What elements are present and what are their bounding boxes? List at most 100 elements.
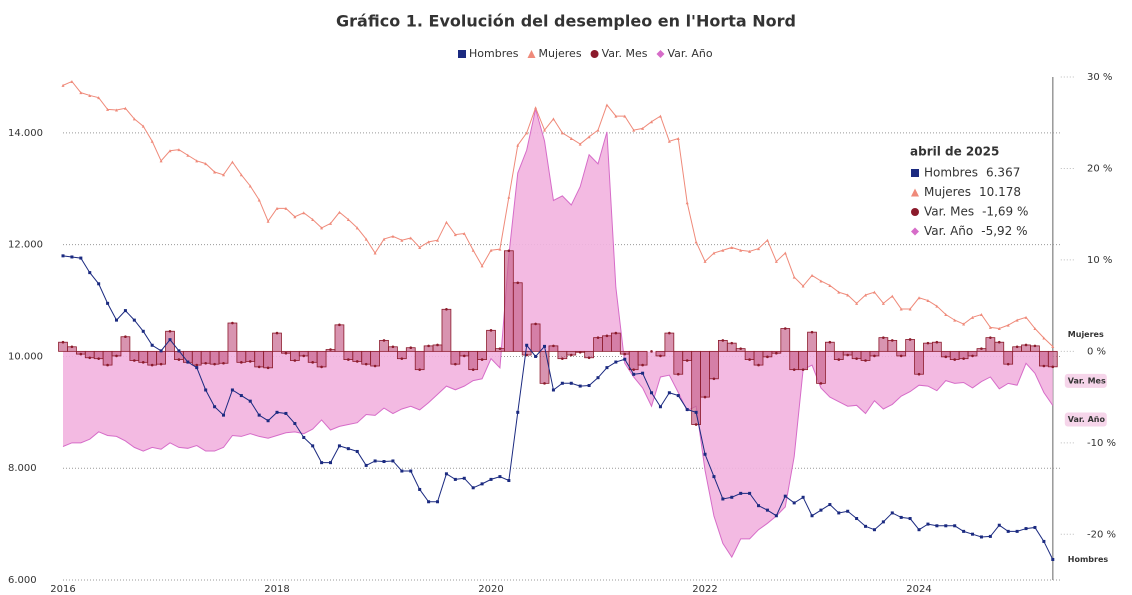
marker	[721, 248, 725, 252]
marker	[578, 142, 582, 146]
marker	[596, 128, 600, 132]
marker	[587, 356, 591, 360]
marker	[1051, 365, 1055, 369]
bar	[334, 324, 345, 352]
marker	[106, 107, 110, 111]
marker	[400, 469, 404, 473]
marker	[560, 131, 564, 135]
marker	[284, 351, 288, 355]
marker	[329, 461, 333, 465]
marker	[293, 215, 297, 219]
marker	[890, 339, 894, 342]
marker	[569, 381, 573, 385]
marker	[828, 283, 832, 287]
marker	[890, 294, 894, 298]
marker	[935, 340, 939, 344]
marker	[391, 234, 395, 238]
marker	[382, 237, 386, 241]
marker	[551, 388, 555, 392]
marker	[498, 347, 502, 350]
line	[62, 255, 1054, 560]
marker	[159, 362, 163, 366]
bar	[352, 350, 363, 362]
marker	[551, 117, 555, 121]
marker	[658, 405, 662, 409]
marker	[141, 124, 145, 128]
marker	[587, 384, 591, 388]
marker	[552, 344, 555, 348]
marker	[953, 318, 957, 322]
marker	[578, 350, 582, 354]
marker	[873, 354, 876, 358]
marker	[935, 524, 939, 528]
area	[63, 109, 1053, 558]
marker	[88, 271, 92, 275]
x-tick-label: 2022	[692, 584, 717, 595]
marker	[632, 368, 635, 371]
marker	[774, 514, 778, 518]
marker	[846, 509, 850, 513]
bar	[1003, 350, 1014, 365]
marker	[329, 348, 332, 351]
bar	[147, 350, 158, 366]
marker	[79, 256, 83, 260]
marker	[1042, 539, 1046, 543]
marker	[543, 128, 547, 132]
bar	[673, 350, 684, 375]
marker	[667, 391, 671, 395]
marker	[257, 413, 261, 417]
marker	[346, 218, 350, 222]
marker	[783, 251, 787, 255]
x-tick-label: 2018	[264, 584, 289, 595]
bar	[709, 350, 719, 380]
marker	[275, 206, 279, 210]
marker	[962, 322, 966, 326]
marker	[471, 248, 475, 252]
marker	[911, 227, 919, 236]
marker	[115, 318, 119, 322]
marker	[596, 336, 600, 339]
tooltip-name: Hombres	[924, 166, 978, 180]
marker	[61, 340, 65, 344]
marker	[427, 500, 431, 504]
marker	[1024, 343, 1028, 347]
marker	[676, 394, 680, 398]
bar	[717, 339, 728, 352]
marker	[944, 524, 948, 528]
bar	[414, 350, 425, 371]
marker	[605, 334, 609, 338]
marker	[703, 452, 707, 456]
marker	[667, 139, 671, 143]
marker	[150, 363, 154, 367]
marker	[70, 79, 74, 83]
tooltip-value: 10.178	[979, 185, 1021, 199]
marker	[302, 435, 306, 439]
bar	[610, 332, 621, 352]
marker	[989, 336, 992, 339]
marker	[409, 469, 413, 473]
marker	[106, 301, 110, 305]
bar	[120, 336, 131, 352]
marker	[703, 395, 707, 399]
marker	[355, 226, 359, 230]
marker	[623, 352, 627, 356]
x-tick-label: 2016	[50, 584, 75, 595]
marker	[641, 363, 644, 367]
marker	[284, 206, 288, 210]
marker	[988, 325, 992, 329]
marker	[427, 240, 431, 244]
marker	[222, 173, 226, 177]
marker	[186, 360, 190, 364]
marker	[489, 248, 493, 252]
marker	[106, 363, 109, 367]
marker	[534, 106, 538, 110]
bar	[316, 350, 327, 368]
bar	[798, 350, 808, 371]
marker	[507, 195, 511, 199]
bar	[236, 350, 247, 363]
marker	[828, 503, 832, 507]
marker	[516, 410, 520, 414]
marker	[783, 327, 787, 330]
marker	[364, 237, 368, 241]
legend-label: Var. Mes	[602, 47, 648, 60]
